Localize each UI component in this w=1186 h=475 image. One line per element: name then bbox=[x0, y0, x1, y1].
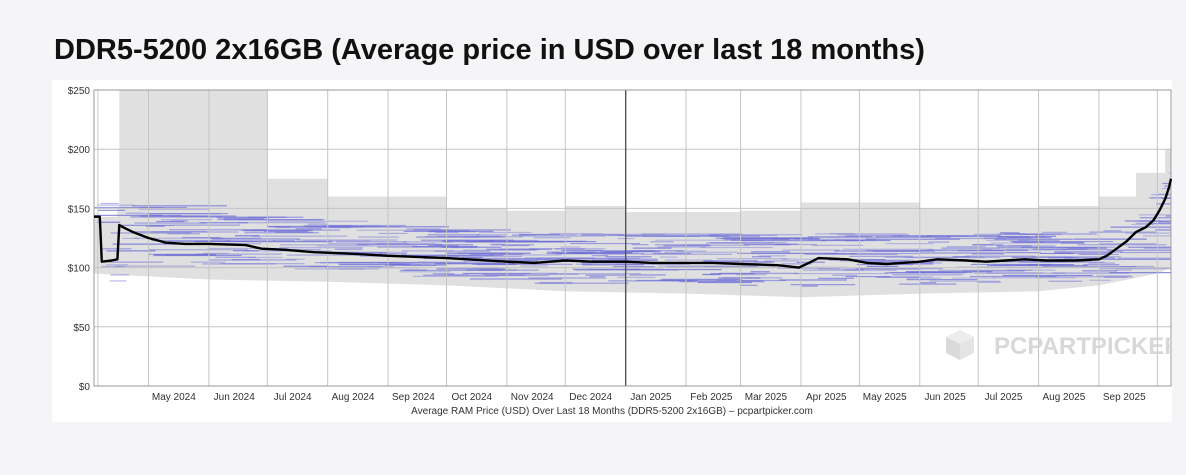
y-tick-label: $150 bbox=[68, 204, 91, 215]
grid-lines bbox=[93, 89, 1172, 387]
x-tick-label: May 2024 bbox=[152, 392, 196, 403]
y-tick-label: $250 bbox=[68, 86, 91, 97]
y-tick-label: $50 bbox=[73, 323, 90, 334]
x-tick-label: Aug 2024 bbox=[332, 392, 375, 403]
x-axis-ticks: May 2024 Jun 2024 Jul 2024 Aug 2024 Sep 2024… bbox=[152, 392, 1146, 403]
page-title: DDR5-5200 2x16GB (Average price in USD o… bbox=[54, 34, 925, 66]
y-tick-label: $200 bbox=[68, 145, 91, 156]
x-tick-label: Jun 2024 bbox=[214, 392, 256, 403]
price-range-band bbox=[94, 90, 1171, 298]
x-tick-label: Oct 2024 bbox=[452, 392, 493, 403]
y-axis-ticks: $0 $50 $100 $150 $200 $250 bbox=[68, 86, 91, 393]
x-tick-label: Jan 2025 bbox=[630, 392, 672, 403]
x-axis-label: Average RAM Price (USD) Over Last 18 Mon… bbox=[411, 406, 813, 417]
pcpartpicker-logo-icon bbox=[946, 330, 974, 360]
plot-border bbox=[93, 89, 1172, 387]
x-tick-label: Jul 2024 bbox=[274, 392, 312, 403]
x-tick-label: May 2025 bbox=[863, 392, 907, 403]
x-tick-label: Sep 2025 bbox=[1103, 392, 1146, 403]
watermark: PCPARTPICKER bbox=[946, 330, 1182, 360]
price-range-area bbox=[94, 90, 1171, 298]
x-tick-label: Sep 2024 bbox=[392, 392, 435, 403]
x-tick-label: Apr 2025 bbox=[806, 392, 847, 403]
chart-card: PCPARTPICKER $0 $50 $100 $150 $200 $250 May 2… bbox=[52, 80, 1182, 422]
watermark-text: PCPARTPICKER bbox=[994, 333, 1172, 360]
x-tick-label: Feb 2025 bbox=[690, 392, 733, 403]
average-price-line bbox=[94, 178, 1173, 269]
price-chart: PCPARTPICKER $0 $50 $100 $150 $200 $250 May 2… bbox=[68, 86, 1182, 417]
x-tick-label: Jul 2025 bbox=[985, 392, 1023, 403]
retailer-price-lines bbox=[94, 172, 1171, 287]
x-tick-label: Mar 2025 bbox=[745, 392, 788, 403]
y-tick-label: $100 bbox=[68, 264, 91, 275]
price-series bbox=[94, 178, 1173, 269]
y-tick-label: $0 bbox=[79, 382, 91, 393]
x-tick-label: Dec 2024 bbox=[569, 392, 612, 403]
x-tick-label: Jun 2025 bbox=[925, 392, 967, 403]
x-tick-label: Nov 2024 bbox=[511, 392, 554, 403]
x-tick-label: Aug 2025 bbox=[1042, 392, 1085, 403]
